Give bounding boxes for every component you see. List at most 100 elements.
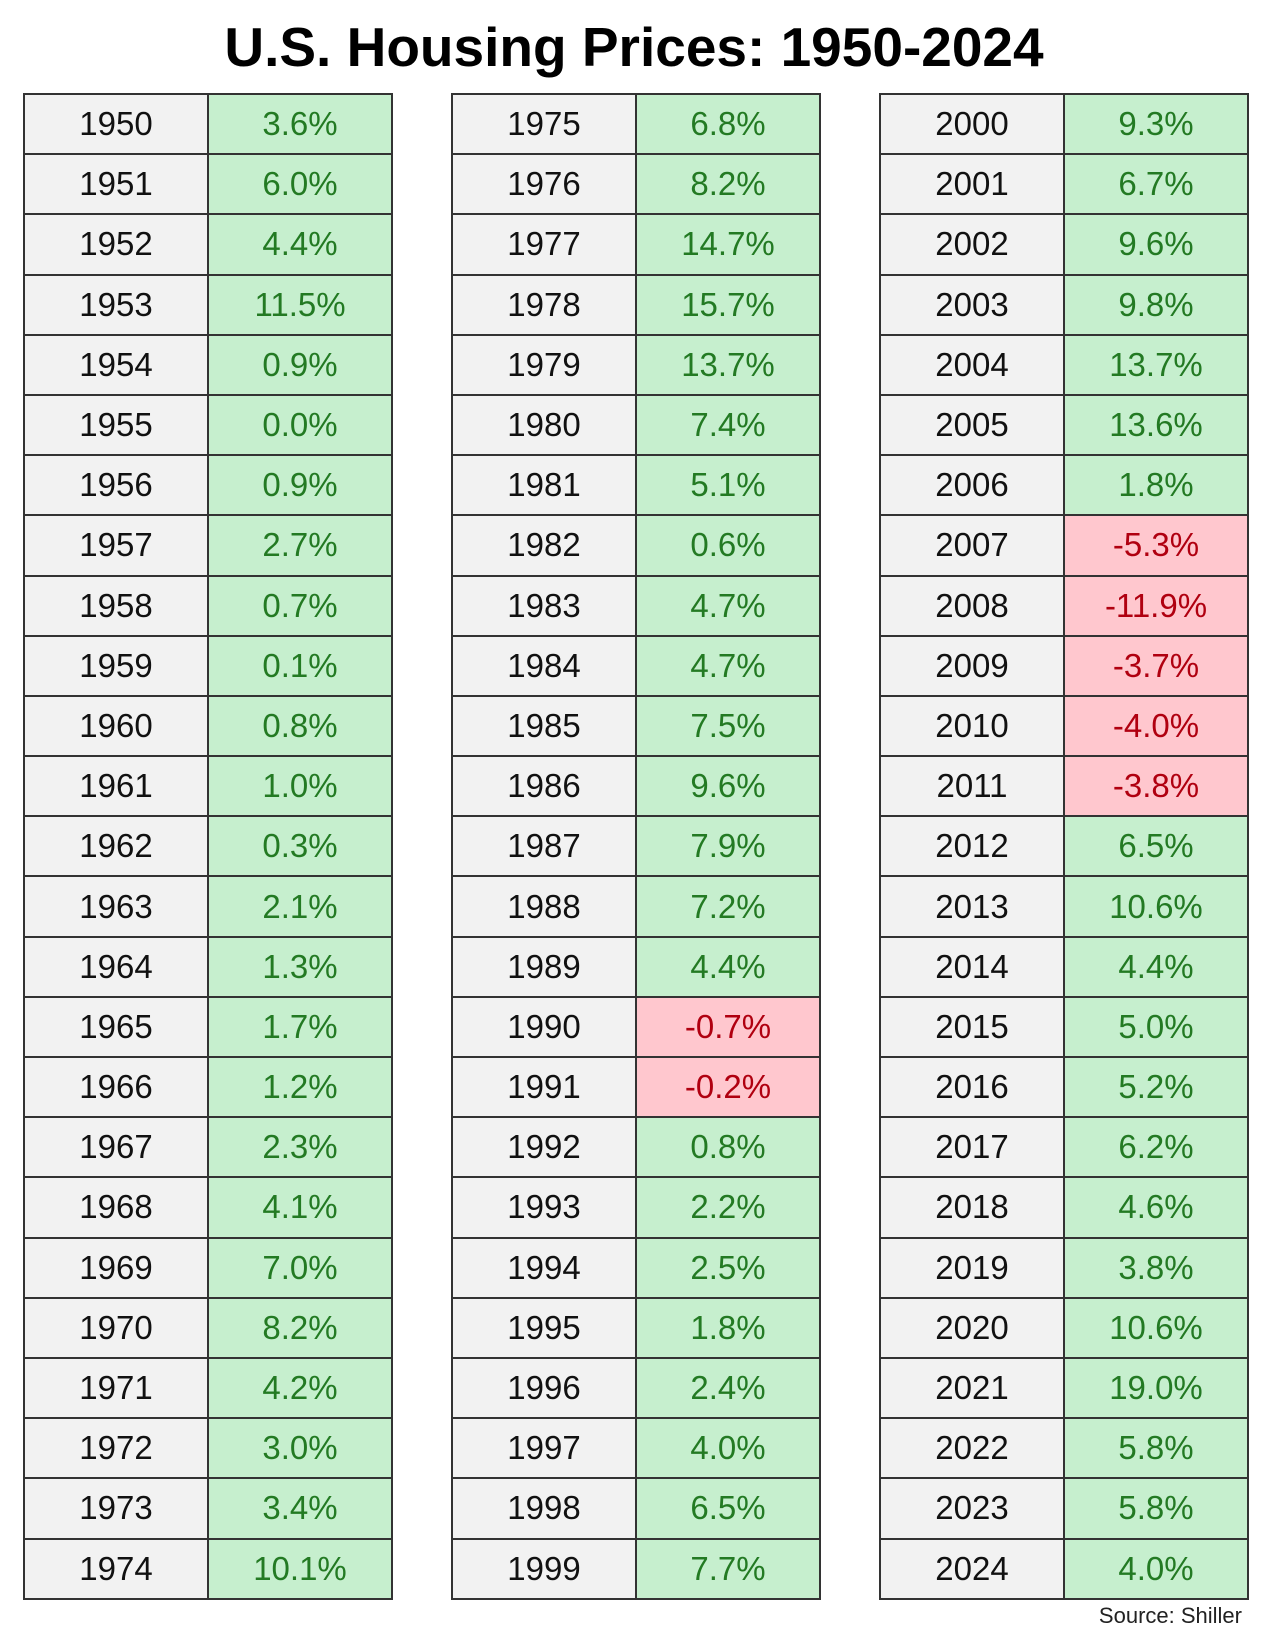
table-row: 2016 5.2% (879, 1055, 1249, 1119)
table-row: 1982 0.6% (451, 514, 821, 577)
change-cell: 10.6% (1063, 875, 1249, 938)
change-cell: 1.8% (635, 1296, 821, 1359)
table-row: 1955 0.0% (23, 393, 393, 457)
table-row: 1965 1.7% (23, 995, 393, 1059)
change-cell: 2.1% (207, 875, 393, 938)
year-cell: 1959 (23, 634, 209, 697)
change-cell: 8.2% (207, 1296, 393, 1359)
year-cell: 2013 (879, 875, 1065, 938)
year-cell: 2022 (879, 1417, 1065, 1480)
year-cell: 2012 (879, 815, 1065, 878)
year-cell: 1964 (23, 935, 209, 998)
year-cell: 1994 (451, 1236, 637, 1299)
year-cell: 1967 (23, 1116, 209, 1179)
change-cell: 2.7% (207, 514, 393, 577)
year-cell: 1954 (23, 333, 209, 396)
change-cell: 0.6% (635, 514, 821, 577)
year-cell: 1979 (451, 333, 637, 396)
change-cell: 6.7% (1063, 153, 1249, 216)
table-row: 1995 1.8% (451, 1296, 821, 1359)
year-cell: 1996 (451, 1356, 637, 1420)
table-row: 1957 2.7% (23, 514, 393, 577)
year-cell: 1985 (451, 694, 637, 758)
change-cell: 0.0% (207, 393, 393, 457)
table-body: 2000 9.3% 2001 6.7% 2002 9.6% 2003 9.8% 2004 13.7… (879, 92, 1249, 1600)
year-cell: 1951 (23, 153, 209, 216)
change-cell: 0.3% (207, 815, 393, 878)
year-cell: 1978 (451, 273, 637, 336)
table-row: 2006 1.8% (879, 454, 1249, 517)
change-cell: 6.0% (207, 153, 393, 216)
table-row: 1990 -0.7% (451, 995, 821, 1059)
change-cell: 5.8% (1063, 1417, 1249, 1480)
table-row: 2023 5.8% (879, 1477, 1249, 1540)
change-cell: -5.3% (1063, 514, 1249, 577)
change-cell: 4.4% (207, 213, 393, 276)
change-cell: 19.0% (1063, 1356, 1249, 1420)
change-cell: 8.2% (635, 153, 821, 216)
year-cell: 1968 (23, 1176, 209, 1239)
change-cell: 7.5% (635, 694, 821, 758)
year-cell: 1998 (451, 1477, 637, 1540)
change-cell: 13.7% (1063, 333, 1249, 396)
change-cell: -3.8% (1063, 755, 1249, 818)
change-cell: 0.9% (207, 333, 393, 396)
table-row: 1996 2.4% (451, 1356, 821, 1420)
table-body: 1950 3.6% 1951 6.0% 1952 4.4% 1953 11.5% 1954 0.9… (23, 92, 393, 1600)
change-cell: 7.2% (635, 875, 821, 938)
year-cell: 1971 (23, 1356, 209, 1420)
table-row: 1998 6.5% (451, 1477, 821, 1540)
table-row: 1959 0.1% (23, 634, 393, 697)
year-cell: 1965 (23, 995, 209, 1059)
table-row: 2004 13.7% (879, 333, 1249, 396)
table-row: 1952 4.4% (23, 213, 393, 276)
year-cell: 2024 (879, 1537, 1065, 1600)
table-row: 1992 0.8% (451, 1116, 821, 1179)
table-row: 1979 13.7% (451, 333, 821, 396)
year-cell: 2005 (879, 393, 1065, 457)
table-row: 1975 6.8% (451, 92, 821, 156)
change-cell: -4.0% (1063, 694, 1249, 758)
data-table: 2000 9.3% 2001 6.7% 2002 9.6% 2003 9.8% 2004 13.7… (879, 92, 1249, 1600)
change-cell: 1.8% (1063, 454, 1249, 517)
table-row: 2007 -5.3% (879, 514, 1249, 577)
year-cell: 1969 (23, 1236, 209, 1299)
change-cell: 10.1% (207, 1537, 393, 1600)
change-cell: 0.8% (207, 694, 393, 758)
table-row: 1973 3.4% (23, 1477, 393, 1540)
table-row: 1966 1.2% (23, 1055, 393, 1119)
change-cell: 4.4% (635, 935, 821, 998)
year-cell: 1958 (23, 574, 209, 637)
year-cell: 2010 (879, 694, 1065, 758)
table-row: 2024 4.0% (879, 1537, 1249, 1600)
change-cell: 14.7% (635, 213, 821, 276)
table-row: 1962 0.3% (23, 815, 393, 878)
table-row: 1976 8.2% (451, 153, 821, 216)
table-row: 1986 9.6% (451, 755, 821, 818)
change-cell: 4.7% (635, 634, 821, 697)
change-cell: 4.4% (1063, 935, 1249, 998)
change-cell: 3.0% (207, 1417, 393, 1480)
change-cell: 1.3% (207, 935, 393, 998)
change-cell: 5.1% (635, 454, 821, 517)
change-cell: 4.1% (207, 1176, 393, 1239)
table-row: 1953 11.5% (23, 273, 393, 336)
year-cell: 1988 (451, 875, 637, 938)
change-cell: 9.8% (1063, 273, 1249, 336)
table-row: 2019 3.8% (879, 1236, 1249, 1299)
year-cell: 1984 (451, 634, 637, 697)
year-cell: 1950 (23, 92, 209, 156)
table-row: 2005 13.6% (879, 393, 1249, 457)
table-row: 1989 4.4% (451, 935, 821, 998)
table-row: 1991 -0.2% (451, 1055, 821, 1119)
year-cell: 2006 (879, 454, 1065, 517)
year-cell: 1957 (23, 514, 209, 577)
year-cell: 1956 (23, 454, 209, 517)
table-row: 2003 9.8% (879, 273, 1249, 336)
table-row: 1987 7.9% (451, 815, 821, 878)
year-cell: 1963 (23, 875, 209, 938)
change-cell: 0.8% (635, 1116, 821, 1179)
year-cell: 1991 (451, 1055, 637, 1119)
change-cell: 13.7% (635, 333, 821, 396)
